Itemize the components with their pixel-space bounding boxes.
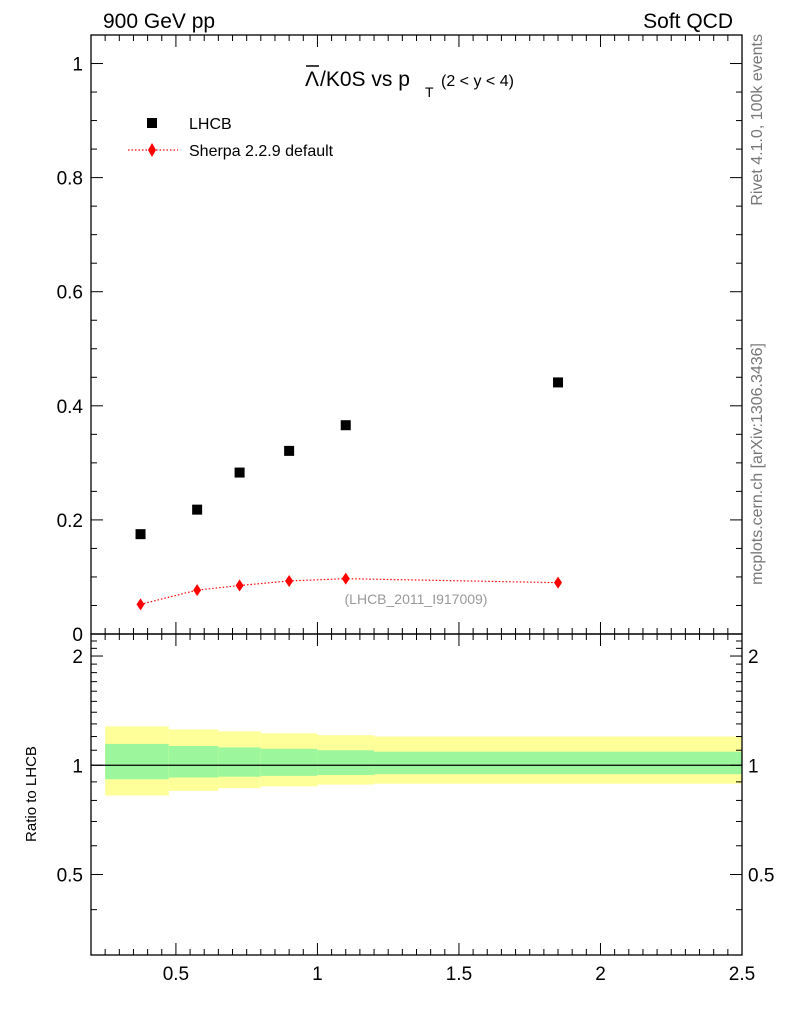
lhcb-point-0 [135, 529, 146, 540]
x-tick-label: 0.5 [163, 964, 189, 985]
ratio-stat-band-3 [260, 748, 318, 776]
lhcb-point-1 [192, 504, 203, 515]
title-lambda: Λ [305, 68, 319, 91]
legend-lhcb-label: LHCB [189, 116, 232, 133]
ratio-stat-band-4 [317, 750, 375, 776]
ratio-stat-band-5 [374, 751, 742, 775]
energy-label: 900 GeV pp [103, 10, 215, 33]
ratio-axis-label: Ratio to LHCB [23, 746, 40, 842]
title-range: (2 < y < 4) [441, 73, 514, 90]
lhcb-point-5 [553, 377, 564, 388]
sherpa-point-1 [193, 584, 202, 597]
category-label: Soft QCD [643, 10, 733, 33]
x-tick-label: 1.5 [446, 964, 472, 985]
x-tick-label: 1 [312, 964, 323, 985]
main-y-tick-label: 0 [72, 625, 83, 646]
ratio-stat-band-2 [218, 747, 261, 777]
series-layer [135, 377, 564, 611]
title-subscript: T [425, 84, 434, 100]
analysis-id-label: (LHCB_2011_I917009) [345, 591, 488, 607]
x-tick-label: 2.5 [729, 964, 755, 985]
main-y-tick-label: 1 [72, 55, 83, 76]
main-y-tick-label: 0.2 [57, 511, 83, 532]
main-y-tick-label: 0.8 [57, 169, 83, 190]
sherpa-point-0 [136, 598, 145, 611]
ratio-y-tick-label-right: 1 [748, 756, 759, 777]
title-main: /K0S vs p [320, 68, 410, 91]
ratio-y-tick-label: 1 [72, 756, 83, 777]
sherpa-point-2 [235, 579, 244, 592]
x-tick-label: 2 [595, 964, 606, 985]
axes: 0 0.2 0.4 0.6 0.8 1 0.5 1 1.5 2 2.5 0.5 0.5 1 1 2 2 [57, 34, 774, 985]
ratio-stat-band-0 [105, 743, 169, 780]
sherpa-line [140, 578, 559, 605]
source-label: mcplots.cern.ch [arXiv:1306.3436] [749, 343, 766, 585]
ratio-y-tick-label-right: 2 [748, 647, 759, 668]
ratio-bands [105, 726, 742, 796]
lhcb-point-2 [234, 467, 245, 478]
lhcb-point-4 [340, 420, 351, 431]
lhcb-point-3 [284, 445, 295, 456]
main-y-tick-label: 0.4 [57, 397, 84, 418]
ratio-y-tick-label: 2 [72, 647, 83, 668]
main-y-tick-label: 0.6 [57, 283, 83, 304]
legend-lhcb-marker [147, 118, 157, 128]
ratio-stat-band-1 [168, 746, 219, 778]
sherpa-point-3 [285, 574, 294, 587]
ratio-plot-frame [90, 633, 743, 956]
legend-sherpa-label: Sherpa 2.2.9 default [189, 143, 334, 160]
sherpa-point-4 [341, 572, 350, 585]
legend: LHCB Sherpa 2.2.9 default [128, 116, 334, 160]
ratio-y-tick-label: 0.5 [57, 865, 83, 886]
ratio-y-tick-label-right: 0.5 [748, 865, 774, 886]
sherpa-point-5 [554, 576, 563, 589]
legend-sherpa-marker [148, 143, 156, 157]
plot-title: Λ /K0S vs p T (2 < y < 4) [305, 65, 514, 100]
rivet-version-label: Rivet 4.1.0, 100k events [749, 34, 766, 206]
